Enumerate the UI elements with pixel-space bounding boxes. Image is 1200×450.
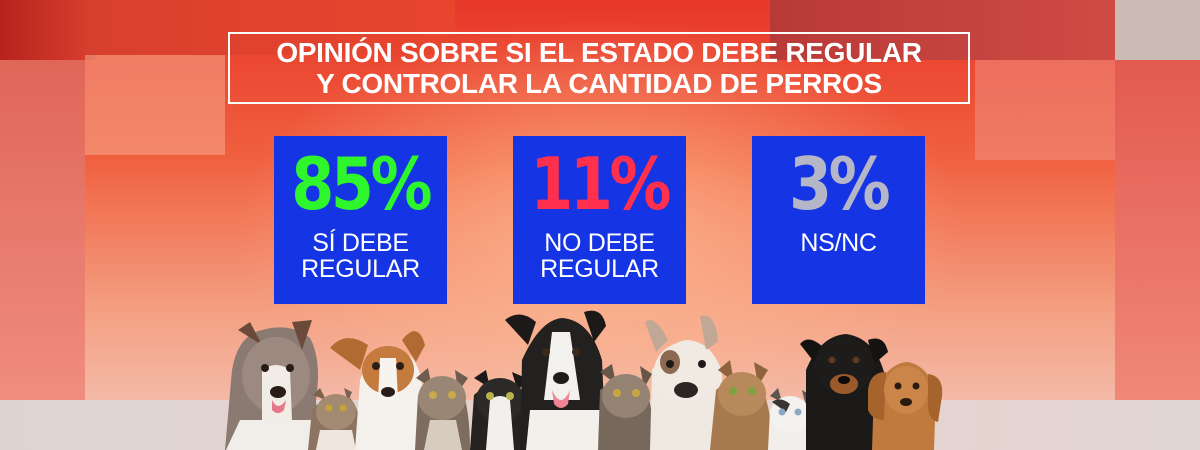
tuxedo-cat: [470, 370, 529, 450]
bg-tile: [85, 55, 225, 155]
australian-shepherd-dog: [225, 320, 322, 450]
stat-value-nsnc: 3%: [789, 142, 891, 226]
bg-tile: [1115, 60, 1200, 400]
bg-tile: [770, 0, 1115, 60]
stat-label-no-line1: NO DEBE: [544, 229, 655, 257]
rottweiler-dog: [800, 334, 888, 450]
white-cat: [768, 388, 815, 450]
cocker-spaniel-dog: [868, 362, 943, 450]
stat-card-no: 11% NO DEBE REGULAR: [513, 136, 686, 304]
jack-russell-dog: [330, 331, 425, 450]
stat-card-yes: 85% SÍ DEBE REGULAR: [274, 136, 447, 304]
tabby-cat-grey: [598, 364, 654, 450]
bg-tile: [975, 60, 1115, 160]
tabby-cat: [415, 368, 470, 450]
border-collie-dog: [505, 310, 606, 450]
bg-tile: [0, 0, 95, 60]
stat-label-no: NO DEBE REGULAR: [540, 230, 659, 282]
bg-tile: [95, 0, 455, 55]
title-line-1: OPINIÓN SOBRE SI EL ESTADO DEBE REGULAR: [276, 37, 922, 68]
stat-value-yes: 85%: [291, 142, 433, 226]
stat-label-no-line2: REGULAR: [540, 255, 659, 283]
bengal-cat: [710, 360, 772, 450]
title-box: OPINIÓN SOBRE SI EL ESTADO DEBE REGULAR …: [228, 32, 970, 104]
french-bulldog-dog: [645, 315, 722, 450]
stat-card-nsnc: 3% NS/NC: [752, 136, 925, 304]
stat-label-yes: SÍ DEBE REGULAR: [301, 230, 420, 282]
bg-tile: [0, 60, 85, 400]
stat-label-yes-line2: REGULAR: [301, 255, 420, 283]
tabby-cat-small: [308, 388, 362, 450]
title-line-2: Y CONTROLAR LA CANTIDAD DE PERROS: [316, 68, 882, 99]
stat-label-nsnc-line1: NS/NC: [800, 229, 877, 257]
stat-label-yes-line1: SÍ DEBE: [312, 229, 409, 257]
bg-tile: [1115, 0, 1200, 60]
stat-value-no: 11%: [530, 142, 672, 226]
stat-label-nsnc: NS/NC: [800, 229, 877, 257]
